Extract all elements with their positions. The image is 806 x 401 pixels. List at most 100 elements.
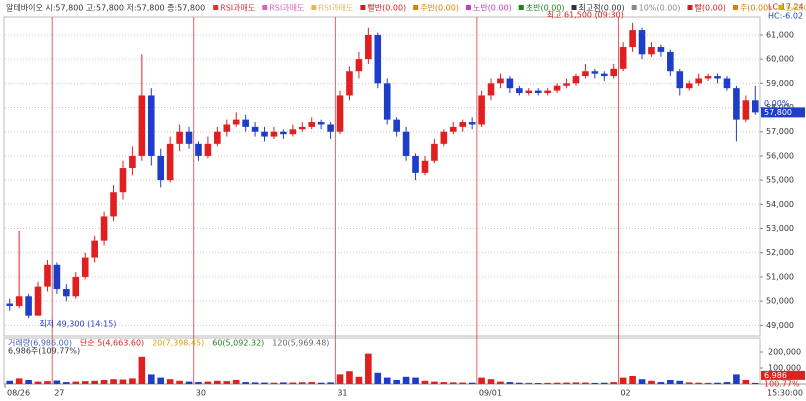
candle-body (232, 119, 240, 125)
volume-bar (600, 382, 608, 384)
y-tick-label: 56,000 (766, 151, 794, 160)
volume-bar (53, 380, 61, 384)
volume-bar (157, 377, 165, 384)
candle-body (525, 90, 533, 94)
legend-swatch (687, 5, 693, 10)
high-note: 최고 61,500 (09:30) (547, 9, 624, 19)
legend-label: RSI과매도 (269, 4, 304, 13)
candle-body (336, 95, 344, 132)
volume-bar (610, 382, 618, 384)
volume-bar (25, 380, 32, 384)
candle-body (704, 76, 712, 79)
legend-label: RSI과매도 (318, 4, 353, 13)
candle-body (544, 90, 551, 94)
legend-label: 빨반(0.00) (367, 3, 406, 13)
x-tick-label: 02 (620, 389, 630, 398)
legend-swatch (262, 5, 268, 10)
volume-bar (383, 377, 391, 384)
legend-swatch (732, 5, 738, 10)
volume-bar (44, 381, 51, 384)
chart-title: 알테바이오 시:57,800 고:57,800 저:57,800 종:57,80… (6, 3, 205, 13)
candle-body (468, 122, 476, 125)
candle-body (657, 47, 665, 52)
candle-body (308, 122, 316, 127)
candle-body (393, 119, 400, 132)
candle-body (440, 131, 448, 144)
volume-bar (487, 379, 495, 384)
x-tick-label: 30 (196, 389, 206, 398)
candle-body (582, 71, 589, 77)
candle-body (166, 143, 174, 181)
last-volume-box (761, 370, 805, 380)
candle-body (667, 51, 674, 72)
candle-body (138, 95, 146, 156)
candle-body (100, 216, 108, 241)
candle-body (110, 192, 117, 217)
candle-body (251, 126, 259, 132)
candle-body (383, 83, 391, 120)
legend-swatch (518, 5, 524, 10)
candle-body (421, 160, 429, 173)
candle-body (572, 76, 580, 84)
volume-bar (497, 381, 504, 384)
candle-body (534, 90, 542, 94)
volume-bar (185, 381, 193, 384)
volume-legend-label: 거래량(6,986.00) (8, 338, 72, 348)
y-tick-label: 51,000 (766, 272, 794, 281)
volume-bar (619, 377, 627, 384)
candle-body (44, 264, 51, 287)
candle-body (176, 131, 183, 144)
candle-body (685, 83, 693, 89)
legend-label: 빨(0.00) (695, 3, 726, 13)
legend-swatch (311, 5, 317, 10)
legend-swatch (360, 5, 366, 10)
volume-bar (100, 380, 108, 384)
y-tick-label: 55,000 (766, 176, 794, 185)
volume-bar (402, 376, 410, 384)
volume-ratio-label: 100.77% (764, 379, 800, 388)
candle-body (242, 119, 249, 127)
candle-body (204, 143, 212, 156)
volume-tick-label: 100,000 (768, 364, 801, 373)
volume-bar (204, 381, 212, 384)
volume-bar (129, 378, 136, 384)
volume-bar (232, 380, 240, 384)
volume-bar (280, 382, 287, 384)
low-note: 최저 49,300 (14:15) (39, 319, 116, 329)
candle-body (185, 131, 193, 144)
volume-tick-label: 200,000 (768, 348, 801, 357)
x-tick-label: 09/01 (479, 389, 502, 398)
volume-bar (147, 374, 155, 384)
legend-swatch (778, 5, 784, 10)
volume-legend-label: 20(7,398.45) (152, 339, 204, 348)
volume-bar (34, 381, 42, 384)
candle-body (629, 30, 636, 48)
candle-body (563, 83, 570, 86)
candle-body (280, 131, 287, 135)
candle-body (478, 95, 485, 125)
legend-label: 주(0.00) (740, 4, 771, 13)
candle-body (223, 124, 231, 132)
last-price-label: 57,800 (764, 108, 792, 117)
x-tick-label: 27 (54, 389, 64, 398)
candle-body (638, 30, 646, 55)
candle-body (157, 155, 165, 181)
volume-bar (242, 382, 249, 384)
legend-label: 10%(0.00) (639, 4, 681, 13)
candle-body (591, 71, 599, 74)
candle-body (374, 34, 382, 84)
candle-body (129, 155, 136, 169)
volume-bar (336, 374, 344, 384)
volume-bar (431, 381, 438, 384)
volume-bar (582, 382, 589, 384)
volume-bar (110, 379, 117, 384)
volume-bar (572, 382, 580, 384)
volume-bar (478, 377, 485, 384)
volume-bar (506, 382, 514, 384)
candle-body (723, 78, 731, 89)
volume-bar (308, 382, 316, 384)
candle-body (714, 76, 721, 79)
legend-swatch (413, 5, 419, 10)
volume-bar (704, 382, 712, 384)
volume-bar (468, 382, 476, 384)
